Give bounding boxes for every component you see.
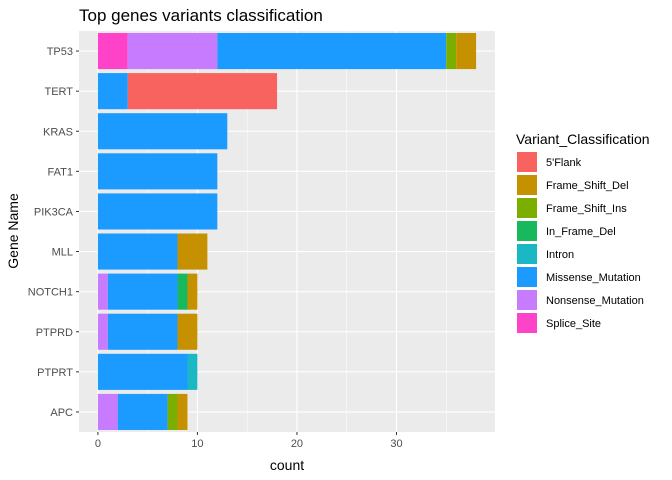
legend-swatch (517, 175, 537, 195)
y-tick-label: PIK3CA (34, 206, 74, 218)
bar-segment-apc-nonsense-mutation (97, 393, 118, 430)
bar-segment-notch1-in-frame-del (177, 273, 188, 310)
legend-item: Splice_Site (517, 313, 601, 333)
legend-swatch (517, 198, 537, 218)
legend-swatch (517, 290, 537, 310)
y-axis-title: Gene Name (5, 193, 21, 269)
chart-title: Top genes variants classification (79, 6, 323, 25)
bar-segment-tp53-frame-shift-ins (446, 33, 457, 70)
bar-segment-ptprt-missense-mutation (97, 353, 188, 390)
x-axis-ticks: 0 10 20 30 (95, 432, 403, 450)
x-tick-label: 0 (95, 438, 101, 450)
legend-label: In_Frame_Del (546, 226, 616, 238)
legend-swatch (517, 267, 537, 287)
legend-swatch (517, 313, 537, 333)
legend-item: Frame_Shift_Del (517, 175, 629, 195)
y-tick-label: NOTCH1 (28, 287, 73, 299)
legend-item: Intron (517, 244, 574, 264)
bar-segment-ptprd-missense-mutation (107, 313, 178, 350)
legend-item: In_Frame_Del (517, 221, 616, 241)
legend-items: 5'Flank Frame_Shift_Del Frame_Shift_Ins In_… (517, 152, 644, 333)
legend-swatch (517, 244, 537, 264)
bar-segment-notch1-nonsense-mutation (97, 273, 108, 310)
bar-segment-apc-frame-shift-ins (167, 393, 178, 430)
legend-label: Missense_Mutation (546, 272, 641, 284)
legend-item: Nonsense_Mutation (517, 290, 644, 310)
bars (97, 33, 477, 430)
x-tick-label: 30 (390, 438, 402, 450)
y-tick-label: KRAS (43, 126, 73, 138)
bar-segment-mll-missense-mutation (97, 233, 178, 270)
x-tick-label: 10 (191, 438, 203, 450)
bar-segment-tp53-frame-shift-del (456, 33, 477, 70)
bar-segment-tert-5-flank (127, 73, 278, 110)
legend-item: Frame_Shift_Ins (517, 198, 627, 218)
bar-segment-ptprd-nonsense-mutation (97, 313, 108, 350)
bar-segment-tert-missense-mutation (97, 73, 128, 110)
y-tick-label: APC (50, 407, 73, 419)
bar-segment-apc-frame-shift-del (177, 393, 188, 430)
y-tick-label: TP53 (47, 46, 73, 58)
x-tick-label: 20 (291, 438, 303, 450)
bar-segment-notch1-missense-mutation (107, 273, 178, 310)
bar-segment-pik3ca-missense-mutation (97, 193, 218, 230)
legend-swatch (517, 221, 537, 241)
y-tick-label: FAT1 (48, 166, 73, 178)
x-axis-title: count (270, 457, 304, 473)
legend-item: Missense_Mutation (517, 267, 641, 287)
bar-segment-ptprt-intron (187, 353, 198, 390)
bar-segment-fat1-missense-mutation (97, 153, 218, 190)
y-axis-ticks: TP53 TERT KRAS FAT1 PIK3CA MLL NOTCH1 PTPRD PTPR… (28, 46, 79, 419)
bar-segment-kras-missense-mutation (97, 113, 228, 150)
legend-label: Nonsense_Mutation (546, 295, 644, 307)
bar-segment-ptprd-frame-shift-del (177, 313, 198, 350)
y-tick-label: PTPRT (37, 367, 73, 379)
bar-segment-apc-missense-mutation (117, 393, 168, 430)
bar-segment-mll-frame-shift-del (177, 233, 208, 270)
legend-label: 5'Flank (546, 157, 582, 169)
legend-title: Variant_Classification (516, 131, 650, 147)
legend-label: Intron (546, 249, 574, 261)
bar-segment-tp53-splice-site (97, 33, 128, 70)
legend-label: Frame_Shift_Del (546, 180, 629, 192)
bar-segment-tp53-nonsense-mutation (127, 33, 218, 70)
legend-label: Frame_Shift_Ins (546, 203, 627, 215)
y-tick-label: PTPRD (36, 327, 73, 339)
legend-label: Splice_Site (546, 318, 601, 330)
legend: Variant_Classification 5'Flank Frame_Shif… (516, 131, 650, 333)
legend-swatch (517, 152, 537, 172)
legend-item: 5'Flank (517, 152, 582, 172)
bar-segment-notch1-frame-shift-del (187, 273, 198, 310)
y-tick-label: MLL (52, 247, 73, 259)
bar-segment-tp53-missense-mutation (217, 33, 447, 70)
y-tick-label: TERT (44, 86, 73, 98)
